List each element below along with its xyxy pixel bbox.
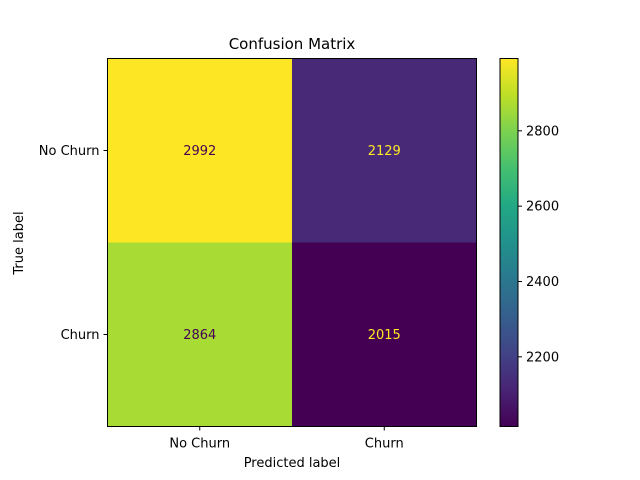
cell-value-label: 2015 — [368, 328, 401, 343]
chart-title: Confusion Matrix — [229, 35, 356, 53]
heatmap-cell-labels: 2992 2129 2864 2015 — [183, 144, 401, 343]
y-tick-label: No Churn — [39, 144, 100, 159]
colorbar-tick-label: 2400 — [526, 275, 559, 290]
cell-value-label: 2992 — [183, 144, 216, 159]
colorbar-tick-label: 2200 — [526, 350, 559, 365]
colorbar-tick-label: 2800 — [526, 124, 559, 139]
x-axis-ticks: No Churn Churn — [169, 426, 404, 452]
colorbar-ticks: 2200 2400 2600 2800 — [518, 124, 559, 365]
heatmap-cell — [292, 58, 477, 243]
heatmap-cells — [107, 58, 477, 427]
plot-frame — [107, 58, 477, 427]
y-tick-label: Churn — [61, 328, 100, 343]
x-axis-label: Predicted label — [244, 456, 341, 471]
y-axis-ticks: No Churn Churn — [39, 144, 108, 343]
y-axis-label: True label — [12, 211, 27, 275]
heatmap-cell — [107, 242, 292, 427]
cell-value-label: 2129 — [368, 144, 401, 159]
colorbar — [500, 58, 518, 427]
x-tick-label: Churn — [365, 437, 404, 452]
heatmap-cell — [107, 58, 292, 243]
cell-value-label: 2864 — [183, 328, 216, 343]
colorbar-tick-label: 2600 — [526, 200, 559, 215]
colorbar-frame — [499, 58, 519, 427]
x-tick-label: No Churn — [169, 437, 230, 452]
heatmap-cell — [292, 242, 477, 427]
